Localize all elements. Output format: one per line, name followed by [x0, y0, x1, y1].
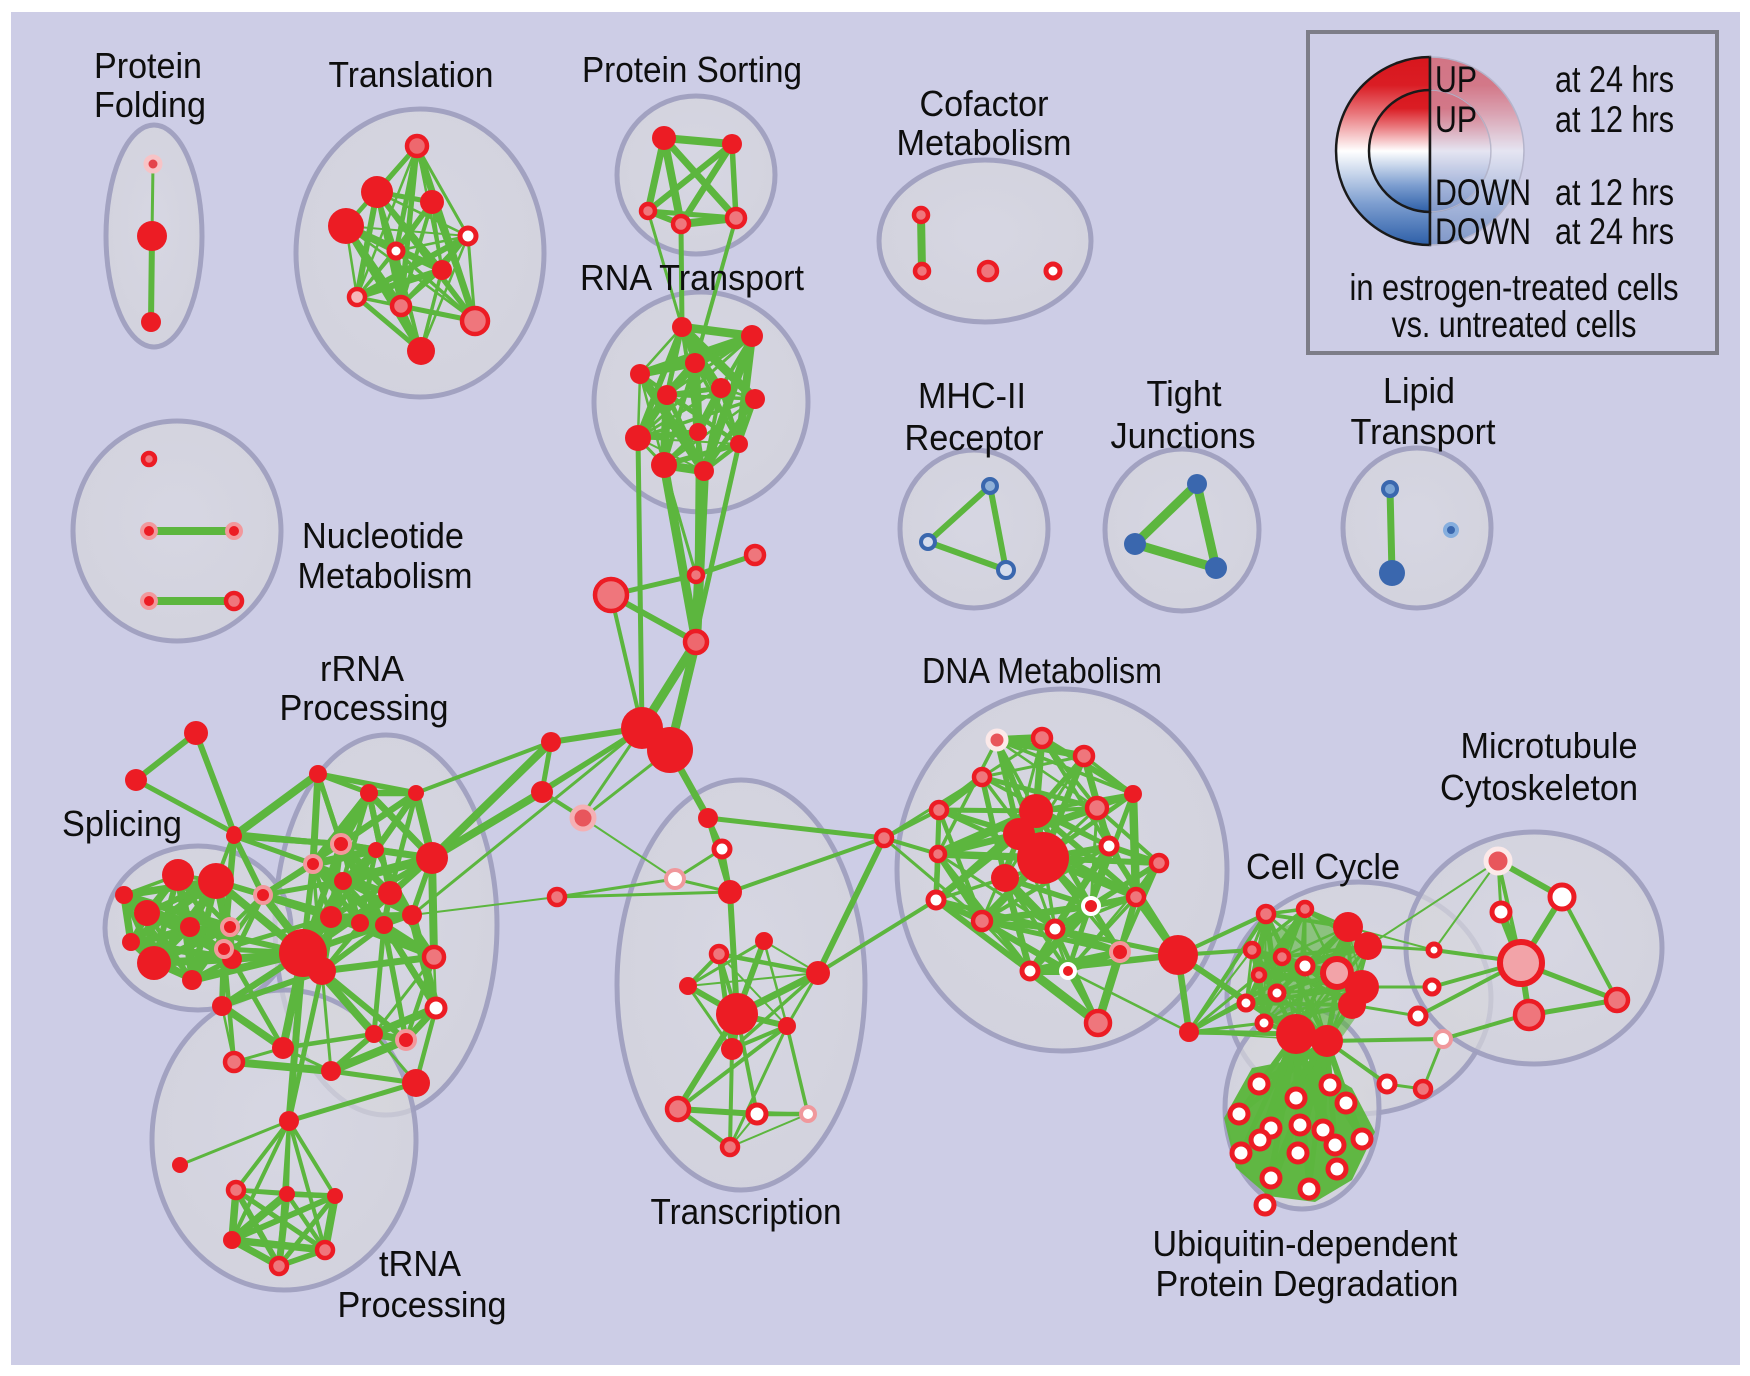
- svg-text:vs. untreated cells: vs. untreated cells: [1392, 304, 1637, 345]
- svg-text:DOWN: DOWN: [1435, 172, 1531, 213]
- svg-text:UP: UP: [1435, 99, 1477, 140]
- svg-text:DOWN: DOWN: [1435, 211, 1531, 252]
- svg-text:at 24 hrs: at 24 hrs: [1555, 59, 1674, 100]
- svg-text:Receptor: Receptor: [905, 417, 1044, 458]
- svg-text:Splicing: Splicing: [62, 803, 182, 844]
- svg-text:Lipid: Lipid: [1383, 370, 1455, 411]
- svg-text:at 24 hrs: at 24 hrs: [1555, 211, 1674, 252]
- svg-text:Folding: Folding: [94, 84, 206, 125]
- svg-text:Cofactor: Cofactor: [920, 83, 1049, 124]
- svg-text:Protein: Protein: [94, 45, 202, 86]
- svg-text:rRNA: rRNA: [320, 648, 404, 689]
- svg-text:at 12 hrs: at 12 hrs: [1555, 99, 1674, 140]
- svg-text:Junctions: Junctions: [1111, 415, 1256, 456]
- svg-text:Processing: Processing: [280, 687, 449, 728]
- svg-text:at 12 hrs: at 12 hrs: [1555, 172, 1674, 213]
- svg-text:Tight: Tight: [1147, 373, 1222, 414]
- svg-text:Ubiquitin-dependent: Ubiquitin-dependent: [1153, 1223, 1458, 1264]
- svg-text:Protein Sorting: Protein Sorting: [582, 49, 802, 90]
- svg-text:Translation: Translation: [329, 54, 494, 95]
- svg-text:Cell Cycle: Cell Cycle: [1246, 846, 1400, 887]
- svg-text:tRNA: tRNA: [379, 1243, 461, 1284]
- svg-text:Metabolism: Metabolism: [298, 555, 473, 596]
- svg-text:Microtubule: Microtubule: [1461, 725, 1638, 766]
- svg-text:Protein Degradation: Protein Degradation: [1156, 1263, 1459, 1304]
- svg-text:in estrogen-treated cells: in estrogen-treated cells: [1350, 267, 1679, 308]
- svg-text:Transcription: Transcription: [651, 1191, 842, 1232]
- svg-text:Processing: Processing: [338, 1284, 507, 1325]
- svg-text:Cytoskeleton: Cytoskeleton: [1440, 767, 1638, 808]
- svg-text:RNA Transport: RNA Transport: [580, 257, 804, 298]
- svg-text:UP: UP: [1435, 59, 1477, 100]
- svg-text:Transport: Transport: [1351, 411, 1496, 452]
- svg-text:MHC-II: MHC-II: [918, 375, 1026, 416]
- svg-text:Metabolism: Metabolism: [897, 122, 1072, 163]
- svg-text:Nucleotide: Nucleotide: [302, 515, 464, 556]
- svg-text:DNA Metabolism: DNA Metabolism: [922, 650, 1162, 691]
